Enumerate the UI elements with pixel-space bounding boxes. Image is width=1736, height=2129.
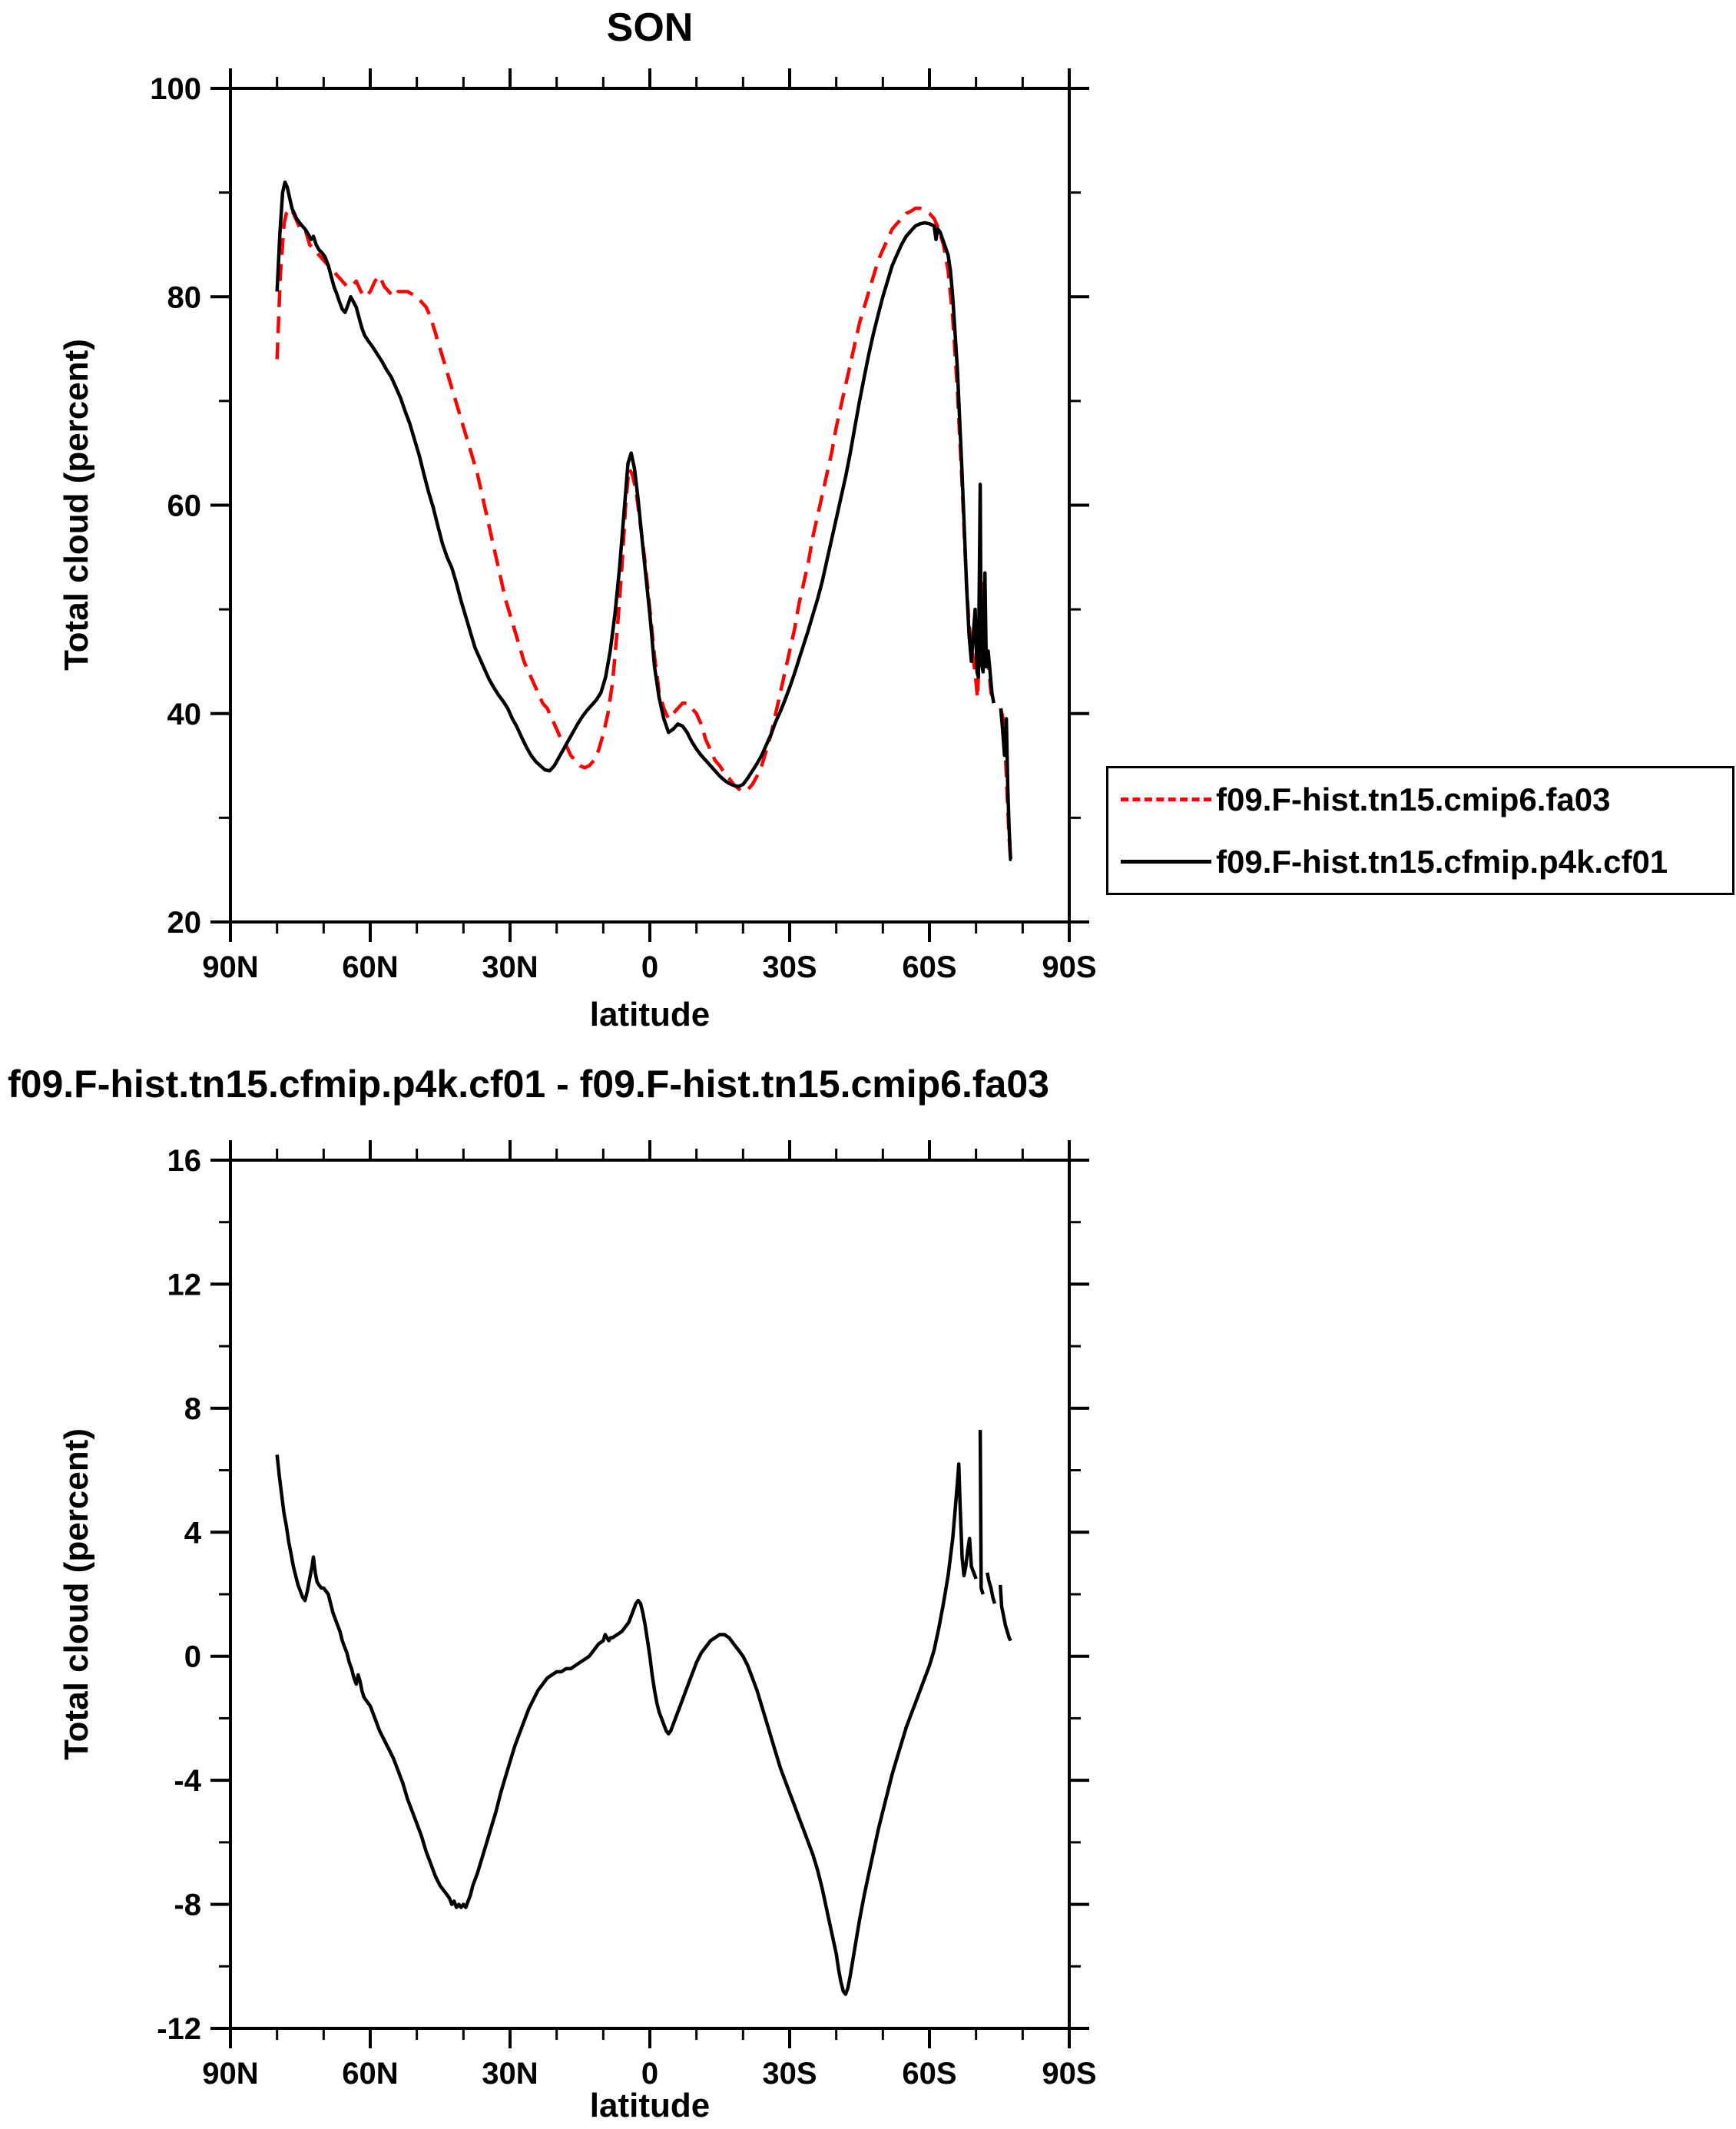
bottom-chart-ytick-label: -12 xyxy=(157,2012,201,2046)
bottom-chart-series-0 xyxy=(275,1430,1012,1996)
top-chart-series-1 xyxy=(275,180,1012,861)
top-chart-title: SON xyxy=(606,5,694,50)
top-chart-xlabel: latitude xyxy=(589,996,711,1033)
bottom-chart: 90N 60N 30N 0 30S 60S 90S -12 -8 -4 0 4 8 12 16 xyxy=(157,1140,1097,2091)
legend-row-cfmip: f09.F-hist.tn15.cfmip.p4k.cf01 xyxy=(1108,831,1732,893)
bottom-chart-xtick-label: 90N xyxy=(202,2057,258,2091)
bottom-chart-xtick-label: 60N xyxy=(342,2057,398,2091)
legend: f09.F-hist.tn15.cmip6.fa03 f09.F-hist.tn… xyxy=(1106,766,1734,895)
bottom-chart-ytick-label: 0 xyxy=(184,1640,201,1674)
bottom-chart-ytick-label: 12 xyxy=(167,1268,202,1302)
legend-row-cmip6: f09.F-hist.tn15.cmip6.fa03 xyxy=(1108,768,1732,831)
bottom-chart-ytick-label: -8 xyxy=(174,1889,201,1922)
top-chart-ytick-label: 60 xyxy=(167,489,202,523)
bottom-chart-xtick-label: 60S xyxy=(902,2057,956,2091)
bottom-chart-xtick-label: 30S xyxy=(762,2057,817,2091)
bottom-chart-title: f09.F-hist.tn15.cfmip.p4k.cf01 - f09.F-h… xyxy=(8,1063,1049,1106)
bottom-chart-ytick-label: 8 xyxy=(184,1392,201,1426)
top-chart-ylabel: Total cloud (percent) xyxy=(58,339,95,671)
legend-label-cfmip: f09.F-hist.tn15.cfmip.p4k.cf01 xyxy=(1216,843,1668,880)
bottom-chart-ytick-label: -4 xyxy=(174,1764,201,1798)
top-chart-series-0 xyxy=(275,206,1013,860)
top-chart-ytick-label: 80 xyxy=(167,280,202,314)
bottom-chart-ytick-label: 4 xyxy=(184,1516,202,1550)
bottom-chart-ticks xyxy=(210,1140,1089,2048)
red-dashed-line-sample-icon xyxy=(1121,798,1211,801)
bottom-chart-xtick-label: 30N xyxy=(482,2057,538,2091)
legend-label-cmip6: f09.F-hist.tn15.cmip6.fa03 xyxy=(1216,781,1611,817)
top-chart-ytick-label: 40 xyxy=(167,698,202,731)
top-chart-ytick-label: 100 xyxy=(150,72,201,106)
top-chart-xtick-label: 0 xyxy=(641,950,658,984)
black-solid-line-sample-icon xyxy=(1121,860,1211,864)
bottom-chart-xlabel: latitude xyxy=(589,2087,711,2124)
top-chart: 90N 60N 30N 0 30S 60S 90S 20 40 60 80 100 xyxy=(150,68,1097,984)
top-chart-xtick-label: 30N xyxy=(482,950,538,984)
bottom-chart-xtick-label: 90S xyxy=(1042,2057,1096,2091)
top-chart-xtick-label: 60N xyxy=(342,950,398,984)
top-chart-xtick-label: 90S xyxy=(1042,950,1096,984)
bottom-chart-xtick-label: 0 xyxy=(641,2057,658,2091)
top-chart-ticks xyxy=(210,68,1089,942)
top-chart-xtick-label: 30S xyxy=(762,950,817,984)
top-chart-xtick-label: 90N xyxy=(202,950,258,984)
top-chart-frame xyxy=(229,87,1071,924)
bottom-chart-ylabel: Total cloud (percent) xyxy=(58,1428,95,1760)
top-chart-xtick-label: 60S xyxy=(902,950,956,984)
top-chart-ytick-label: 20 xyxy=(167,906,202,940)
bottom-chart-ytick-label: 16 xyxy=(167,1144,202,1178)
